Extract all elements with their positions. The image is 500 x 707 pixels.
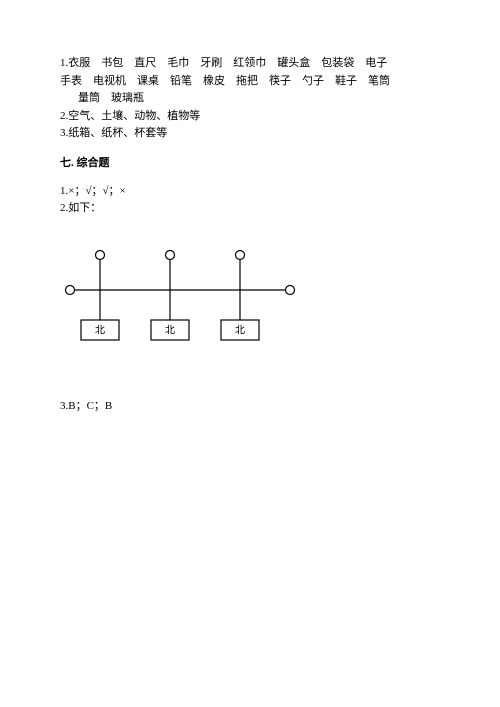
section-answer-1: 1.×；√；√；× bbox=[60, 183, 440, 201]
svg-text:北: 北 bbox=[95, 324, 105, 336]
answer-2: 2.空气、土壤、动物、植物等 bbox=[60, 108, 440, 126]
svg-text:北: 北 bbox=[165, 324, 175, 336]
answer-3: 3.纸箱、纸杯、杯套等 bbox=[60, 125, 440, 143]
answer-1-line2: 手表 电视机 课桌 铅笔 橡皮 拖把 筷子 勺子 鞋子 笔筒 bbox=[60, 73, 440, 91]
answer-1-line1: 1.衣服 书包 直尺 毛巾 牙刷 红领巾 罐头盒 包装袋 电子 bbox=[60, 55, 440, 73]
svg-text:北: 北 bbox=[235, 324, 245, 336]
section-answer-2: 2.如下： bbox=[60, 200, 440, 218]
section-answer-3: 3.B；C；B bbox=[60, 398, 440, 416]
answer-1-line3: 量筒 玻璃瓶 bbox=[60, 90, 440, 108]
diagram-svg: 北北北 bbox=[50, 240, 310, 370]
section-title: 七. 综合题 bbox=[60, 155, 440, 173]
diagram-container: 北北北 bbox=[50, 240, 440, 370]
page-content: 1.衣服 书包 直尺 毛巾 牙刷 红领巾 罐头盒 包装袋 电子 手表 电视机 课… bbox=[0, 0, 500, 415]
